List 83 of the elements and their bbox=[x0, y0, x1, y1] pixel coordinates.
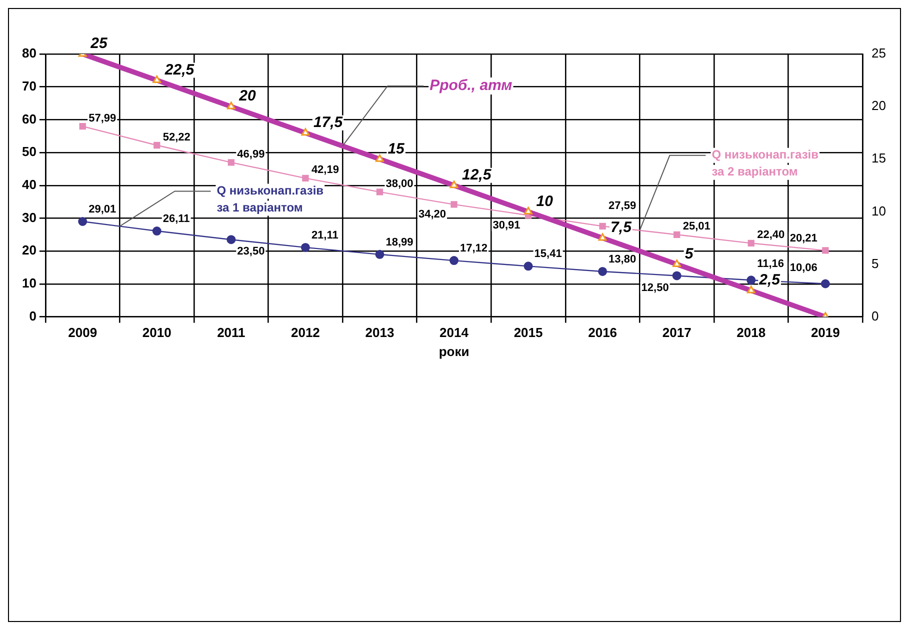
data-label: 5 bbox=[684, 245, 694, 262]
x-tick-label: 2015 bbox=[514, 325, 543, 340]
point bbox=[674, 231, 680, 238]
data-label: 13,80 bbox=[608, 254, 636, 266]
data-label: 29,01 bbox=[88, 204, 116, 216]
data-label: 10,06 bbox=[790, 262, 818, 274]
y-tick-label: 40 bbox=[22, 176, 36, 192]
point bbox=[226, 235, 236, 244]
data-label: 25,01 bbox=[682, 220, 710, 233]
text: Q низьконап.газів за 2 варіантом bbox=[712, 148, 819, 179]
data-label: 22,5 bbox=[164, 61, 195, 78]
data-label: 17,12 bbox=[460, 242, 488, 255]
point bbox=[376, 188, 384, 196]
y-tick-label: 20 bbox=[22, 242, 36, 258]
data-label: 20 bbox=[238, 88, 256, 105]
data-label: 34,20 bbox=[418, 208, 446, 220]
x-tick-label: 2018 bbox=[736, 325, 766, 340]
y2-tick-label: 5 bbox=[872, 256, 879, 271]
x-tick-label: 2019 bbox=[810, 325, 840, 340]
y-tick-label: 30 bbox=[22, 210, 36, 225]
y-tick-label: 60 bbox=[22, 111, 36, 126]
series-label: Q низьконап.газів за 1 варіантом bbox=[216, 184, 324, 215]
data-label: 38,00 bbox=[386, 178, 414, 190]
y-tick-label: 70 bbox=[22, 78, 36, 94]
x-tick-label: 2012 bbox=[290, 325, 320, 340]
point bbox=[302, 174, 309, 182]
data-label: 42,19 bbox=[311, 164, 339, 176]
x-tick-label: 2010 bbox=[142, 325, 172, 340]
point bbox=[822, 247, 829, 254]
point bbox=[598, 266, 608, 276]
data-label: 57,99 bbox=[88, 112, 116, 124]
point bbox=[154, 142, 160, 149]
data-label: 12,5 bbox=[462, 166, 492, 184]
data-label: 52,22 bbox=[162, 131, 190, 144]
x-tick-label: 2009 bbox=[68, 325, 98, 340]
point bbox=[450, 256, 458, 266]
y2-tick-label: 20 bbox=[872, 98, 886, 114]
data-label: 2,5 bbox=[758, 272, 781, 289]
data-label: 11,16 bbox=[757, 258, 784, 270]
x-tick-label: 2017 bbox=[662, 325, 692, 340]
x-tick-label: 2016 bbox=[588, 325, 618, 340]
x-axis-title: роки bbox=[438, 344, 470, 359]
data-label: 27,59 bbox=[608, 200, 636, 212]
y-tick-label: 0 bbox=[29, 308, 36, 324]
y-tick-label: 10 bbox=[22, 276, 36, 291]
data-label: 15 bbox=[388, 140, 406, 158]
data-label: 15,41 bbox=[534, 248, 562, 260]
data-label: 21,11 bbox=[311, 229, 338, 242]
data-label: 26,11 bbox=[162, 213, 190, 226]
point bbox=[746, 276, 756, 285]
text: Рроб., атм bbox=[430, 77, 512, 94]
data-label: 7,5 bbox=[610, 219, 632, 236]
x-tick-label: 2014 bbox=[440, 325, 470, 340]
point bbox=[672, 271, 682, 280]
y2-tick-label: 15 bbox=[872, 150, 886, 166]
x-tick-label: 2013 bbox=[365, 325, 394, 340]
x-tick-label: 2011 bbox=[217, 325, 246, 340]
data-label: 18,99 bbox=[386, 236, 414, 248]
data-label: 23,50 bbox=[237, 246, 265, 258]
point bbox=[79, 122, 86, 130]
y2-tick-label: 0 bbox=[872, 308, 879, 324]
data-label: 22,40 bbox=[757, 229, 785, 242]
point bbox=[228, 159, 234, 166]
data-label: 30,91 bbox=[492, 219, 520, 232]
y-tick-label: 80 bbox=[22, 46, 36, 61]
point bbox=[524, 262, 533, 271]
data-label: 10 bbox=[536, 192, 554, 210]
point bbox=[450, 201, 458, 208]
point bbox=[152, 226, 162, 236]
point bbox=[375, 250, 384, 259]
point bbox=[78, 217, 88, 226]
point bbox=[820, 279, 830, 288]
data-label: 25 bbox=[90, 35, 108, 52]
data-label: 46,99 bbox=[237, 148, 265, 160]
y2-tick-label: 25 bbox=[872, 46, 886, 61]
y-tick-label: 50 bbox=[22, 144, 36, 160]
y2-tick-label: 10 bbox=[872, 203, 886, 218]
data-label: 20,21 bbox=[790, 232, 818, 244]
data-label: 12,50 bbox=[641, 282, 669, 294]
point bbox=[599, 222, 606, 230]
point bbox=[748, 240, 754, 247]
data-label: 17,5 bbox=[313, 114, 344, 131]
point bbox=[300, 242, 310, 252]
